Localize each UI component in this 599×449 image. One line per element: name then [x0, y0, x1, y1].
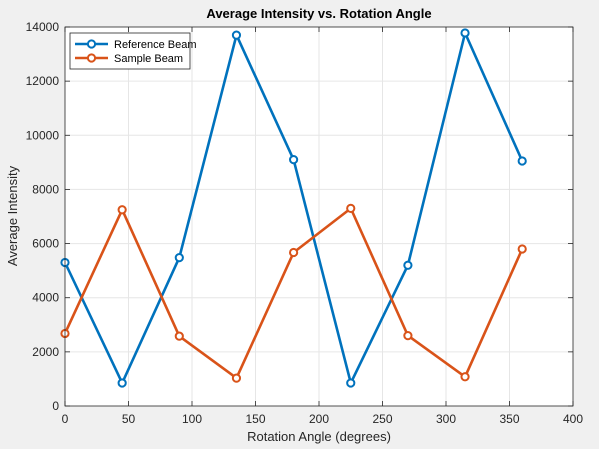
sample-beam-point: [174, 331, 184, 341]
y-tick-label: 12000: [26, 74, 60, 88]
y-tick-label: 8000: [32, 182, 59, 196]
legend-reference-beam-label: Reference Beam: [114, 39, 197, 51]
sample-beam-point: [460, 372, 470, 382]
x-tick-label: 300: [436, 412, 456, 426]
y-tick-label: 2000: [32, 345, 59, 359]
sample-beam-point: [517, 244, 527, 254]
reference-beam-point: [117, 378, 127, 388]
x-tick-label: 200: [309, 412, 329, 426]
x-tick-label: 350: [499, 412, 519, 426]
chart-title: Average Intensity vs. Rotation Angle: [206, 6, 431, 21]
reference-beam-point: [517, 156, 527, 166]
x-tick-label: 50: [122, 412, 136, 426]
grid-lines: [65, 27, 573, 406]
sample-beam-point: [117, 205, 127, 215]
reference-beam-point: [346, 378, 356, 388]
y-tick-label: 0: [52, 399, 59, 413]
y-tick-label: 6000: [32, 237, 59, 251]
legend-sample-beam-marker: [86, 53, 97, 63]
sample-beam-point: [346, 203, 356, 213]
sample-beam-point: [403, 331, 413, 341]
y-tick-label: 10000: [26, 128, 60, 142]
sample-beam-point: [289, 247, 299, 258]
reference-beam-point: [231, 30, 242, 40]
reference-beam-point: [403, 260, 413, 270]
x-axis-label: Rotation Angle (degrees): [247, 429, 391, 444]
y-tick-label: 14000: [26, 20, 60, 34]
reference-beam-point: [174, 253, 184, 263]
legend-box: [69, 32, 191, 70]
x-tick-label: 100: [182, 412, 202, 426]
sample-beam-point: [231, 373, 242, 383]
reference-beam-point: [460, 28, 470, 38]
x-tick-label: 400: [563, 412, 583, 426]
series-group: [60, 28, 527, 388]
x-tick-label: 0: [62, 412, 69, 426]
legend-reference-beam-marker: [86, 39, 97, 49]
y-tick-label: 4000: [32, 291, 59, 305]
reference-beam-point: [289, 155, 299, 165]
x-tick-label: 150: [245, 412, 265, 426]
x-tick-label: 250: [372, 412, 392, 426]
legend: Reference Beam Sample Beam: [69, 32, 197, 70]
y-axis-label: Average Intensity: [5, 165, 20, 266]
axis-ticks: 0 50 100 150 200 250 300 350 4000200040006000800…: [26, 20, 584, 426]
legend-sample-beam-label: Sample Beam: [114, 53, 183, 65]
